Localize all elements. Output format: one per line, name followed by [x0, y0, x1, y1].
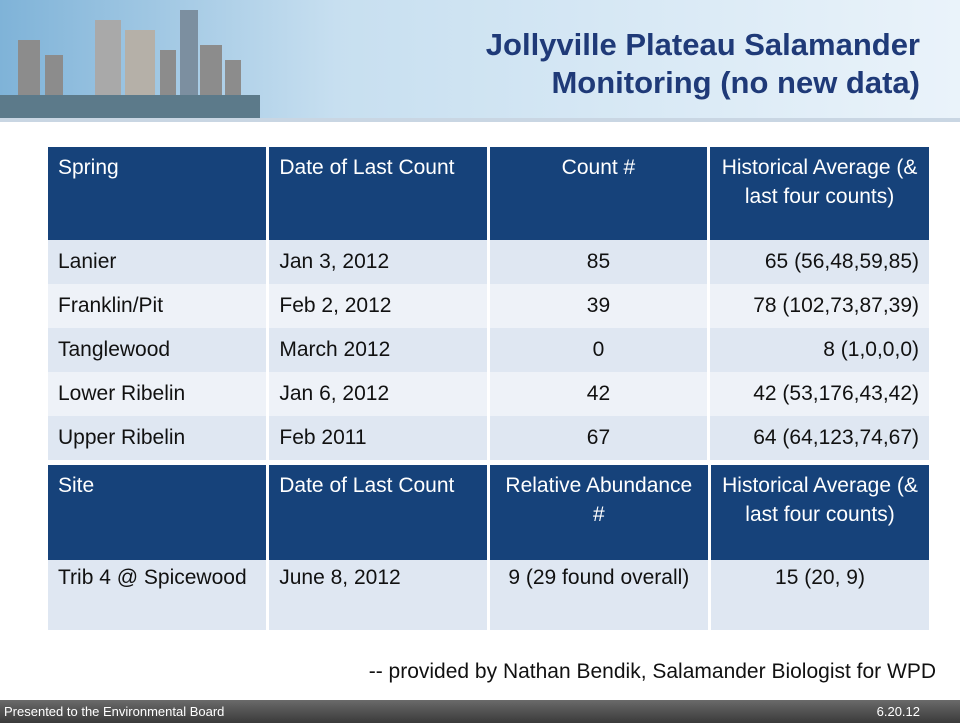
header-cell: Date of Last Count [269, 465, 487, 560]
cell: Feb 2, 2012 [269, 284, 487, 328]
header-cell: Historical Average (& last four counts) [710, 147, 929, 240]
cell: June 8, 2012 [269, 560, 487, 630]
table-row: Upper Ribelin Feb 2011 67 64 (64,123,74,67) [48, 416, 929, 460]
table-row: Lower Ribelin Jan 6, 2012 42 42 (53,176,43,… [48, 372, 929, 416]
cell: 42 [489, 372, 708, 416]
title: Jollyville Plateau Salamander Monitoring… [485, 27, 920, 100]
credit: -- provided by Nathan Bendik, Salamander… [368, 660, 936, 683]
cell: 8 (1,0,0,0) [710, 328, 929, 372]
cell: 85 [489, 240, 708, 284]
table: Spring Date of Last Count Count # Historica… [45, 147, 932, 460]
cell: Lower Ribelin [48, 372, 267, 416]
header-row: Site Date of Last Count Relative Abundance… [48, 465, 929, 560]
banner [0, 0, 960, 122]
footer-date: 6.20.12 [876, 704, 920, 719]
table-row: Trib 4 @ Spicewood June 8, 2012 9 (29 foun… [48, 560, 929, 630]
table-row: Franklin/Pit Feb 2, 2012 39 78 (102,73,87,3… [48, 284, 929, 328]
cell: Tanglewood [48, 328, 267, 372]
cell: 39 [489, 284, 708, 328]
cell: 9 (29 found overall) [489, 560, 708, 630]
header-cell: Historical Average (& last four counts) [711, 465, 929, 560]
cell: Feb 2011 [269, 416, 487, 460]
cell: Jan 3, 2012 [269, 240, 487, 284]
cell: 0 [489, 328, 708, 372]
header-cell: Site [48, 465, 267, 560]
header-cell: Date of Last Count [269, 147, 487, 240]
cell: 67 [489, 416, 708, 460]
header-cell: Count # [489, 147, 708, 240]
cell: Jan 6, 2012 [269, 372, 487, 416]
table-row: Lanier Jan 3, 2012 85 65 (56,48,59,85) [48, 240, 929, 284]
cell: Upper Ribelin [48, 416, 267, 460]
cell: Franklin/Pit [48, 284, 267, 328]
cell: 78 (102,73,87,39) [710, 284, 929, 328]
cell: March 2012 [269, 328, 487, 372]
table-row: Tanglewood March 2012 0 8 (1,0,0,0) [48, 328, 929, 372]
footer-left: Presented to the Environmental Board [4, 704, 225, 719]
cell: 15 (20, 9) [711, 560, 929, 630]
cell: Lanier [48, 240, 267, 284]
header-cell: Relative Abundance # [489, 465, 708, 560]
footer-bar: Presented to the Environmental Board 6.2… [0, 700, 960, 723]
cell: 65 (56,48,59,85) [710, 240, 929, 284]
cell: 42 (53,176,43,42) [710, 372, 929, 416]
cell: 64 (64,123,74,67) [710, 416, 929, 460]
cell: Trib 4 @ Spicewood [48, 560, 267, 630]
table: Site Date of Last Count Relative Abundance… [45, 465, 932, 630]
header-cell: Spring [48, 147, 267, 240]
header-row: Spring Date of Last Count Count # Historica… [48, 147, 929, 240]
